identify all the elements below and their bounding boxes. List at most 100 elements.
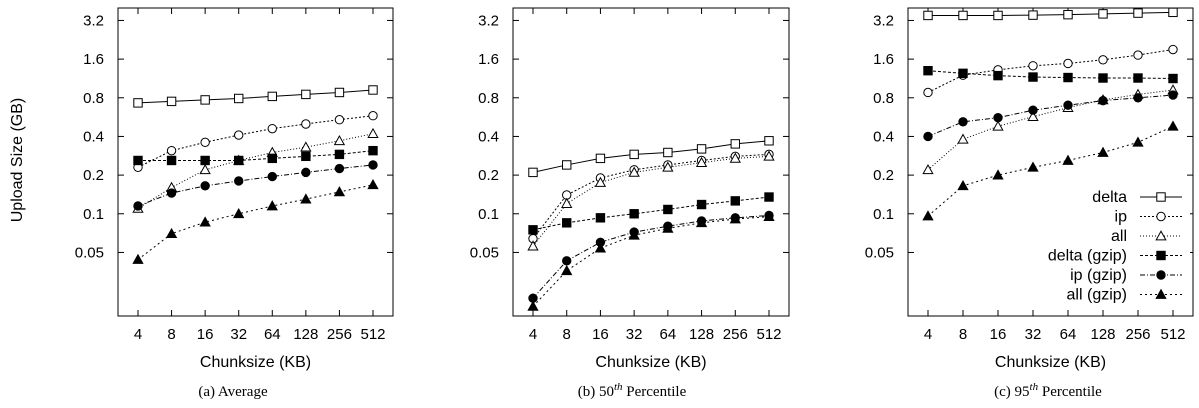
- data-point: [234, 176, 244, 186]
- panel-caption: (c) 95th Percentile: [994, 381, 1102, 400]
- series-delta: [528, 136, 774, 178]
- data-point: [763, 210, 775, 221]
- data-point: [730, 139, 740, 149]
- chart-panel-3: 3.2 1.6 0.8 0.4 0.2 0.1 0.05 4 8 16 32 64 128 256 512 C…: [865, 7, 1194, 400]
- series-all-gzip: [527, 210, 775, 311]
- legend-entry-label: ip (gzip): [1070, 267, 1127, 284]
- y-tick-label: 0.1: [83, 206, 104, 223]
- data-point: [234, 130, 244, 140]
- y-tick-label: 0.1: [478, 206, 499, 223]
- data-point: [1133, 93, 1143, 103]
- data-point: [729, 213, 741, 224]
- data-point: [234, 155, 244, 166]
- data-point: [957, 180, 969, 191]
- data-point: [199, 163, 211, 175]
- data-point: [234, 93, 244, 104]
- data-point: [561, 264, 573, 276]
- caption-superscript: th: [614, 381, 623, 393]
- data-point: [334, 149, 345, 160]
- y-tick-label: 0.4: [478, 128, 499, 145]
- y-tick-label: 0.8: [83, 90, 104, 107]
- series-all: [527, 150, 775, 251]
- series-delta: [133, 85, 378, 108]
- data-point: [958, 10, 968, 21]
- plot-frame: [512, 7, 790, 317]
- x-tick-label: 128: [293, 326, 318, 343]
- x-tick-label: 4: [924, 326, 932, 343]
- data-point: [1168, 7, 1178, 18]
- data-point: [334, 87, 345, 98]
- legend: delta ip all delta (gzip) ip (gzip) all (gzip…: [1020, 182, 1190, 304]
- legend-entry-label: all (gzip): [1067, 287, 1127, 304]
- data-point: [200, 95, 210, 105]
- series-line: [927, 94, 1174, 137]
- data-point: [628, 166, 640, 177]
- data-point: [1063, 9, 1073, 20]
- data-point: [1098, 95, 1108, 106]
- y-tick-label: 0.1: [873, 206, 894, 223]
- data-point: [595, 153, 606, 164]
- data-point: [1098, 9, 1108, 19]
- data-point: [923, 10, 933, 21]
- series-ip-gzip: [133, 160, 378, 211]
- x-tick-label: 32: [1025, 326, 1042, 343]
- x-tick-label: 8: [959, 326, 967, 343]
- data-point: [595, 213, 606, 223]
- chart-panel-2: 3.2 1.6 0.8 0.4 0.2 0.1 0.05 4 8 16 32 64 128 256 512 C…: [470, 7, 790, 400]
- x-tick-label: 16: [197, 326, 214, 343]
- caption-text: Percentile: [1038, 384, 1102, 400]
- x-tick-label: 16: [592, 326, 609, 343]
- data-point: [301, 119, 311, 129]
- data-point: [528, 225, 538, 235]
- y-axis-label: Upload Size (GB): [9, 98, 26, 223]
- series-line: [927, 89, 1174, 171]
- y-tick-label: 3.2: [873, 12, 894, 29]
- data-point: [166, 188, 177, 198]
- data-point: [166, 145, 177, 156]
- data-point: [958, 117, 968, 127]
- x-tick-label: 4: [134, 326, 142, 343]
- series-line: [927, 70, 1174, 80]
- series-line: [927, 49, 1174, 93]
- series-delta: [923, 7, 1178, 21]
- y-tick-label: 1.6: [873, 51, 894, 68]
- series-line: [532, 140, 770, 173]
- legend-entry-marker: [1156, 270, 1166, 280]
- data-point: [561, 197, 573, 208]
- data-point: [1133, 8, 1143, 18]
- data-point: [333, 186, 346, 197]
- data-point: [1063, 58, 1073, 69]
- x-tick-label: 8: [167, 326, 175, 343]
- data-point: [165, 227, 178, 239]
- data-point: [763, 150, 775, 161]
- legend-entry-label: delta: [1092, 189, 1127, 206]
- data-point: [200, 181, 210, 191]
- data-point: [267, 91, 277, 102]
- data-point: [1168, 44, 1178, 55]
- data-point: [662, 161, 674, 172]
- data-point: [663, 147, 673, 158]
- data-point: [992, 120, 1004, 131]
- data-point: [333, 134, 346, 146]
- caption-text: Percentile: [623, 384, 687, 400]
- data-point: [923, 65, 933, 76]
- y-tick-label: 3.2: [478, 12, 499, 29]
- y-tick-label: 1.6: [478, 51, 499, 68]
- data-point: [267, 123, 277, 134]
- data-point: [1028, 61, 1038, 71]
- x-tick-label: 32: [230, 326, 247, 343]
- data-point: [267, 171, 277, 182]
- x-tick-label: 512: [756, 326, 781, 343]
- legend-entry-label: ip: [1115, 209, 1128, 226]
- x-tick-label: 256: [327, 326, 352, 343]
- y-tick-label: 0.4: [873, 128, 894, 145]
- data-point: [1062, 154, 1074, 165]
- data-point: [1098, 55, 1108, 65]
- data-point: [528, 167, 538, 178]
- series-delta-gzip: [528, 192, 774, 235]
- data-point: [1132, 136, 1144, 147]
- data-point: [922, 163, 934, 175]
- x-tick-label: 16: [990, 326, 1007, 343]
- x-tick-label: 64: [660, 326, 677, 343]
- data-point: [368, 160, 378, 170]
